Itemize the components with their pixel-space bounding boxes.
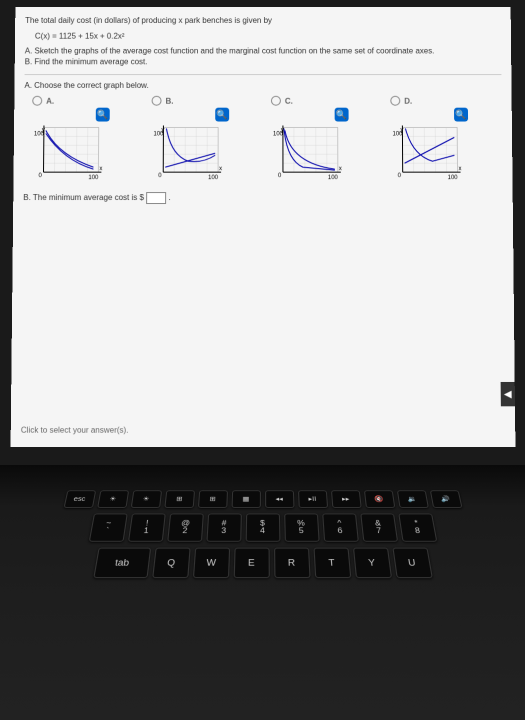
svg-text:y: y — [41, 128, 44, 134]
zoom-icon[interactable]: 🔍 — [454, 108, 468, 122]
key-f8[interactable]: ▸▸ — [330, 490, 361, 508]
answer-input[interactable] — [146, 192, 166, 204]
svg-text:100: 100 — [88, 175, 99, 180]
key-f6[interactable]: ◂◂ — [265, 490, 294, 508]
zoom-icon[interactable]: 🔍 — [334, 108, 348, 122]
key-3[interactable]: #3 — [206, 513, 242, 541]
section-b-text: B. The minimum average cost is $ — [23, 193, 144, 202]
svg-text:100: 100 — [208, 175, 219, 180]
svg-text:0: 0 — [38, 173, 42, 179]
fn-row: esc ☀ ☀ ⊞ ⊞ ▦ ◂◂ ▸II ▸▸ 🔇 🔉 🔊 — [8, 490, 517, 508]
key-f3[interactable]: ⊞ — [164, 490, 195, 508]
key-r[interactable]: R — [273, 548, 310, 579]
svg-text:x: x — [219, 166, 222, 172]
key-q[interactable]: Q — [152, 548, 191, 579]
key-f7[interactable]: ▸II — [298, 490, 328, 508]
option-c[interactable]: C. 🔍 100 0 — [263, 96, 353, 180]
option-d[interactable]: D. 🔍 100 0 — [382, 96, 472, 180]
key-tab[interactable]: tab — [93, 548, 151, 579]
key-6[interactable]: ^6 — [322, 513, 359, 541]
zoom-icon[interactable]: 🔍 — [215, 108, 229, 122]
option-d-label: D. — [404, 96, 412, 105]
key-f11[interactable]: 🔊 — [429, 490, 462, 508]
svg-text:x: x — [338, 166, 341, 172]
laptop-keyboard: esc ☀ ☀ ⊞ ⊞ ▦ ◂◂ ▸II ▸▸ 🔇 🔉 🔊 ~` !1 @2 #… — [0, 465, 525, 720]
key-7[interactable]: &7 — [360, 513, 398, 541]
option-c-label: C. — [284, 96, 292, 105]
key-1[interactable]: !1 — [127, 513, 165, 541]
key-esc[interactable]: esc — [63, 490, 96, 508]
key-tilde[interactable]: ~` — [88, 513, 127, 541]
svg-text:0: 0 — [397, 173, 401, 179]
key-e[interactable]: E — [233, 548, 269, 579]
svg-text:y: y — [161, 128, 164, 134]
key-f2[interactable]: ☀ — [130, 490, 161, 508]
section-a-prompt: A. Choose the correct graph below. — [24, 81, 501, 90]
key-8[interactable]: *8 — [398, 513, 437, 541]
radio-b[interactable] — [151, 96, 161, 106]
footer-hint: Click to select your answer(s). — [20, 426, 128, 435]
svg-text:y: y — [280, 128, 283, 134]
key-t[interactable]: T — [313, 548, 351, 579]
section-b: B. The minimum average cost is $ . — [23, 192, 503, 204]
key-f10[interactable]: 🔉 — [396, 490, 428, 508]
svg-text:x: x — [458, 166, 461, 172]
problem-intro: The total daily cost (in dollars) of pro… — [25, 15, 501, 26]
zoom-icon[interactable]: 🔍 — [95, 108, 109, 122]
key-2[interactable]: @2 — [167, 513, 204, 541]
num-row: ~` !1 @2 #3 $4 %5 ^6 &7 *8 — [0, 513, 525, 541]
key-5[interactable]: %5 — [284, 513, 320, 541]
key-f5[interactable]: ▦ — [231, 490, 260, 508]
svg-text:0: 0 — [277, 173, 281, 179]
option-a[interactable]: A. 🔍 100 0 — [23, 96, 113, 180]
next-arrow-button[interactable]: ◀ — [500, 382, 514, 406]
radio-d[interactable] — [390, 96, 400, 106]
graph-b: 100 0 100 x y — [153, 126, 223, 181]
graph-c: 100 0 100 x y — [272, 126, 342, 181]
key-f1[interactable]: ☀ — [97, 490, 129, 508]
svg-text:100: 100 — [447, 175, 458, 180]
option-b[interactable]: B. 🔍 100 0 — [143, 96, 233, 180]
graph-options-row: A. 🔍 100 0 — [23, 96, 502, 180]
graph-d: 100 0 100 x y — [392, 126, 462, 181]
section-a: A. Choose the correct graph below. A. 🔍 — [23, 74, 503, 204]
q-row: tab Q W E R T Y U — [0, 548, 525, 579]
key-y[interactable]: Y — [352, 548, 391, 579]
key-w[interactable]: W — [192, 548, 229, 579]
option-a-label: A. — [46, 96, 54, 105]
part-b-text: B. Find the minimum average cost. — [24, 58, 501, 67]
radio-a[interactable] — [32, 96, 42, 106]
cost-formula: C(x) = 1125 + 15x + 0.2x² — [34, 32, 500, 41]
key-f9[interactable]: 🔇 — [363, 490, 394, 508]
key-4[interactable]: $4 — [245, 513, 280, 541]
key-u[interactable]: U — [392, 548, 432, 579]
svg-text:0: 0 — [158, 173, 162, 179]
part-a-text: A. Sketch the graphs of the average cost… — [24, 47, 500, 56]
svg-text:y: y — [400, 128, 403, 134]
svg-text:x: x — [99, 166, 102, 172]
option-b-label: B. — [165, 96, 173, 105]
radio-c[interactable] — [270, 96, 280, 106]
quiz-screen: The total daily cost (in dollars) of pro… — [10, 7, 515, 447]
svg-text:100: 100 — [327, 175, 338, 180]
key-f4[interactable]: ⊞ — [197, 490, 227, 508]
section-b-suffix: . — [168, 193, 170, 202]
graph-a: 100 0 100 x y — [33, 126, 103, 181]
